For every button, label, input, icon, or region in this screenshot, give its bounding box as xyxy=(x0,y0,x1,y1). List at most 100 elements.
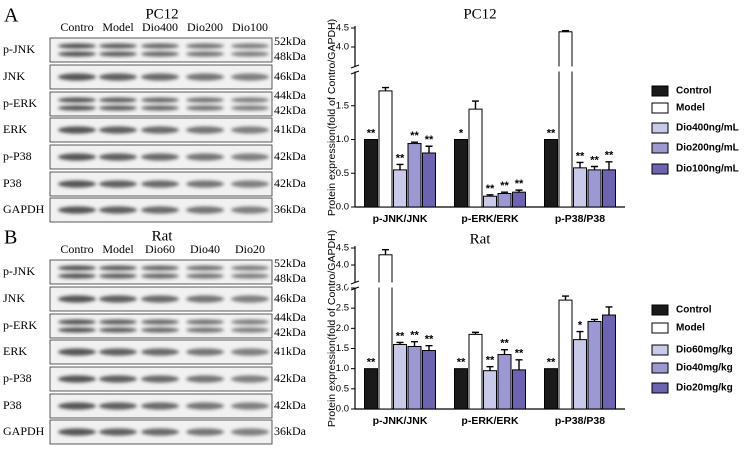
blot-band xyxy=(186,206,224,214)
legend-label: Dio200ng/mL xyxy=(676,143,739,154)
row-label: ERK xyxy=(3,344,27,358)
row-label: p-JNK xyxy=(3,42,35,56)
y-tick-label: 0.5 xyxy=(336,168,349,179)
significance-label: ** xyxy=(500,338,509,350)
kda-label: 42kDa xyxy=(274,325,307,339)
x-tick-label: p-ERK/ERK xyxy=(461,415,519,427)
blot-band xyxy=(141,348,179,356)
significance-label: ** xyxy=(425,134,434,146)
error-bar xyxy=(576,161,584,168)
row-label: ERK xyxy=(3,122,27,136)
blot-band xyxy=(186,327,224,333)
legend-swatch xyxy=(651,344,669,356)
blot-band xyxy=(141,327,179,333)
error-bar xyxy=(501,349,508,355)
blot-band xyxy=(99,428,137,436)
blot-band xyxy=(99,73,137,81)
bar xyxy=(407,345,422,410)
bar xyxy=(497,193,512,208)
legend-swatch xyxy=(651,142,669,154)
blot-band xyxy=(141,265,179,271)
significance-label: ** xyxy=(547,127,556,139)
legend-swatch xyxy=(651,362,669,374)
blot-band xyxy=(99,153,137,161)
error-bar xyxy=(382,249,389,255)
blot-band xyxy=(231,273,269,279)
panel-letter: A xyxy=(4,5,19,27)
bar xyxy=(512,191,526,208)
blot-band xyxy=(58,105,96,111)
significance-label: ** xyxy=(515,178,524,190)
row-label: JNK xyxy=(3,291,25,305)
blot-band xyxy=(58,375,96,383)
blot-band xyxy=(58,153,96,161)
blot-band xyxy=(99,105,137,111)
y-axis-label: Protein expression(fold of Contro/GAPDH) xyxy=(326,230,338,427)
row-label: p-JNK xyxy=(3,264,35,278)
blot-band xyxy=(99,126,137,134)
y-tick-label: 0.5 xyxy=(336,383,349,394)
kda-label: 42kDa xyxy=(274,398,307,412)
row-label: p-ERK xyxy=(3,318,37,332)
kda-label: 48kDa xyxy=(274,49,307,63)
y-tick-label: 0.0 xyxy=(336,404,349,415)
blot-band xyxy=(58,51,96,57)
panel-title: Rat xyxy=(152,228,174,244)
legend-label: Dio40mg/kg xyxy=(676,363,733,374)
error-bar xyxy=(486,194,494,197)
blot-band xyxy=(231,375,269,383)
blot-band xyxy=(58,273,96,279)
legend-swatch xyxy=(651,102,669,114)
kda-label: 42kDa xyxy=(274,103,307,117)
error-bar xyxy=(396,163,404,170)
x-tick-label: p-P38/P38 xyxy=(555,415,605,427)
bar xyxy=(587,169,602,208)
legend-swatch xyxy=(651,322,669,334)
blot-band xyxy=(99,97,137,103)
y-tick-label: 2.0 xyxy=(336,323,349,334)
blot-band xyxy=(231,97,269,103)
kda-label: 41kDa xyxy=(274,344,307,358)
blot-band xyxy=(231,153,269,161)
significance-label: ** xyxy=(576,150,585,162)
significance-label: ** xyxy=(457,357,466,369)
error-bar xyxy=(425,145,433,153)
blot-band xyxy=(186,375,224,383)
bar xyxy=(407,143,422,208)
blot-band xyxy=(186,105,224,111)
blot-band xyxy=(141,206,179,214)
blot-band xyxy=(58,319,96,325)
error-bar xyxy=(605,306,613,316)
kda-label: 36kDa xyxy=(274,424,307,438)
blot-band xyxy=(141,97,179,103)
y-tick-label: 4.5 xyxy=(336,243,349,254)
legend-label: Control xyxy=(676,305,712,316)
break-mark xyxy=(350,280,360,291)
error-bar xyxy=(562,29,569,32)
blot-band xyxy=(99,319,137,325)
y-tick-label: 1.5 xyxy=(336,100,349,111)
error-bar xyxy=(396,341,404,345)
blot-band xyxy=(58,206,96,214)
blot-band xyxy=(58,73,96,81)
y-tick-label: 1.0 xyxy=(336,134,349,145)
blot-band xyxy=(186,295,224,303)
error-bar xyxy=(515,189,523,193)
lane-label: Dio20 xyxy=(235,242,265,256)
significance-label: ** xyxy=(500,180,509,192)
blot-band xyxy=(58,265,96,271)
blot-band xyxy=(58,43,96,49)
blot-band xyxy=(58,348,96,356)
significance-label: ** xyxy=(486,355,495,367)
lane-label: Model xyxy=(102,20,134,34)
lane-label: Dio40 xyxy=(190,242,220,256)
bar xyxy=(497,354,512,410)
blot-band xyxy=(231,206,269,214)
lane-label: Dio100 xyxy=(232,20,268,34)
significance-label: ** xyxy=(396,330,405,342)
significance-label: ** xyxy=(410,130,419,142)
blot-band xyxy=(231,402,269,410)
blot-band xyxy=(186,180,224,188)
blot-band xyxy=(141,153,179,161)
